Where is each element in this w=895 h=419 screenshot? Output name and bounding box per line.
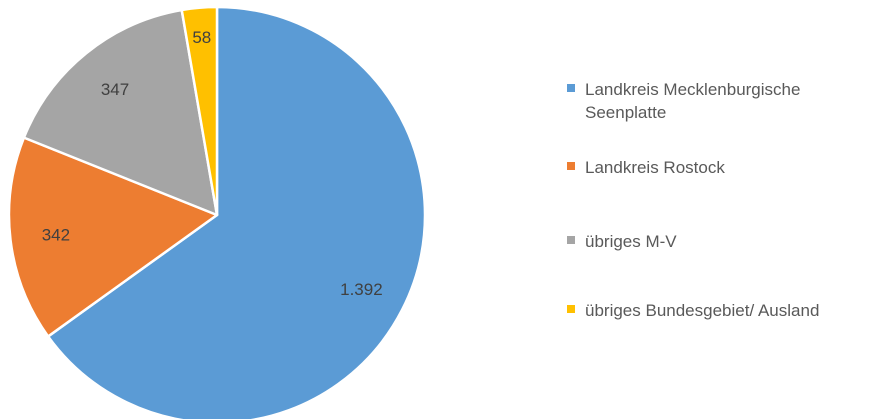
legend-item-rostock: Landkreis Rostock: [567, 156, 885, 179]
pie-slice-bundesgebiet: [180, 5, 219, 217]
legend-swatch-bundesgebiet: [567, 305, 575, 313]
data-label-bundesgebiet: 58: [192, 28, 211, 47]
legend-item-bundesgebiet: übriges Bundesgebiet/ Ausland: [567, 299, 885, 322]
pie-slice-rostock: [7, 136, 219, 338]
legend-item-uebriges-mv: übriges M-V: [567, 230, 885, 253]
legend-swatch-seenplatte: [567, 84, 575, 92]
legend-swatch-uebriges-mv: [567, 236, 575, 244]
data-label-seenplatte: 1.392: [340, 280, 383, 299]
legend-label-uebriges-mv: übriges M-V: [585, 232, 677, 251]
legend-item-seenplatte: Landkreis Mecklenburgische Seenplatte: [567, 78, 885, 124]
pie-slice-seenplatte: [46, 5, 427, 419]
legend-label-bundesgebiet: übriges Bundesgebiet/ Ausland: [585, 301, 820, 320]
legend-swatch-rostock: [567, 162, 575, 170]
legend-label-rostock: Landkreis Rostock: [585, 158, 725, 177]
data-label-uebriges-mv: 347: [101, 80, 129, 99]
pie-slice-uebriges-mv: [22, 8, 219, 217]
data-label-rostock: 342: [42, 226, 70, 245]
legend-label-seenplatte: Landkreis Mecklenburgische Seenplatte: [585, 80, 801, 122]
